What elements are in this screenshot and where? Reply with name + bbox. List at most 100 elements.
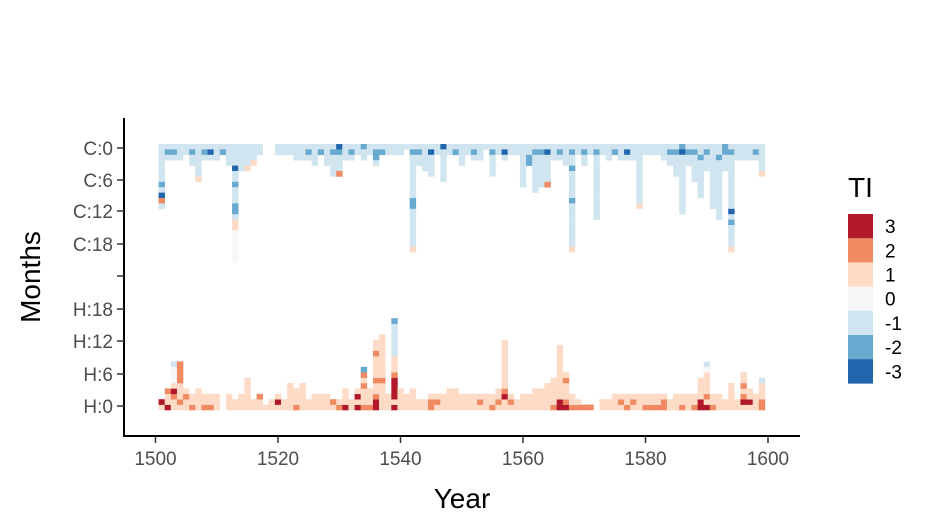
heatmap-tile-hot (703, 404, 711, 411)
heatmap-tile-hot (164, 399, 172, 405)
heatmap-tile-cold (464, 144, 472, 150)
heatmap-tile-hot (556, 377, 564, 384)
heatmap-tiles (158, 144, 766, 411)
heatmap-tile-cold (421, 144, 429, 150)
heatmap-tile-cold (360, 149, 368, 156)
heatmap-tile-hot (385, 404, 392, 411)
heatmap-tile-cold (532, 144, 539, 150)
heatmap-tile-hot (624, 399, 631, 405)
heatmap-tile-hot (330, 399, 337, 405)
heatmap-tile-hot (611, 399, 619, 405)
heatmap-tile-hot (581, 404, 588, 411)
heatmap-tile-cold (636, 176, 643, 183)
heatmap-tile-hot (697, 377, 704, 384)
heatmap-tile-cold (703, 144, 711, 150)
heatmap-tile-cold (409, 181, 417, 188)
heatmap-tile-cold (715, 165, 723, 172)
heatmap-tile-hot (213, 393, 221, 400)
heatmap-tile-cold (372, 149, 380, 156)
heatmap-tile-hot (501, 366, 508, 373)
heatmap-tile-hot (691, 399, 698, 405)
heatmap-tile-cold (440, 176, 447, 183)
heatmap-tile-cold (428, 171, 435, 177)
heatmap-tile-hot (372, 377, 380, 384)
heatmap-tile-hot (348, 404, 355, 411)
heatmap-tile-cold (715, 198, 723, 204)
heatmap-tile-cold (158, 154, 165, 161)
heatmap-tile-hot (366, 388, 374, 395)
heatmap-tile-cold (232, 246, 239, 253)
heatmap-tile-hot (452, 404, 459, 411)
heatmap-tile-cold (225, 144, 233, 150)
heatmap-tile-cold (330, 160, 337, 166)
heatmap-tile-hot (201, 404, 208, 411)
heatmap-tile-hot (697, 393, 704, 400)
heatmap-tile-cold (232, 165, 239, 172)
heatmap-tile-hot (550, 383, 557, 389)
heatmap-tile-hot (379, 334, 386, 341)
heatmap-tile-cold (232, 171, 239, 177)
heatmap-tile-cold (624, 144, 631, 150)
heatmap-tile-cold (305, 144, 312, 150)
heatmap-tile-hot (464, 393, 472, 400)
heatmap-tile-cold (599, 149, 606, 156)
heatmap-tile-cold (477, 144, 484, 150)
heatmap-tile-cold (232, 252, 239, 258)
heatmap-tile-hot (244, 404, 251, 411)
heatmap-tile-hot (489, 404, 496, 411)
heatmap-tile-cold (679, 192, 686, 199)
heatmap-tile-hot (391, 323, 398, 330)
heatmap-tile-cold (642, 144, 649, 150)
heatmap-tile-cold (740, 144, 747, 150)
heatmap-tile-cold (526, 149, 533, 156)
heatmap-tile-cold (189, 154, 196, 161)
heatmap-tile-cold (158, 149, 165, 156)
heatmap-tile-cold (538, 176, 545, 183)
heatmap-tile-cold (532, 149, 539, 156)
heatmap-tile-cold (244, 165, 251, 172)
heatmap-tile-cold (336, 149, 343, 156)
heatmap-tile-cold (415, 149, 423, 156)
heatmap-tile-hot (526, 404, 533, 411)
heatmap-tile-hot (287, 404, 294, 411)
heatmap-tile-hot (336, 399, 343, 405)
heatmap-tile-hot (715, 393, 723, 400)
heatmap-tile-cold (195, 144, 202, 150)
heatmap-tile-hot (673, 393, 680, 400)
heatmap-tile-hot (244, 393, 251, 400)
heatmap-tile-cold (470, 154, 478, 161)
heatmap-tile-cold (464, 149, 472, 156)
heatmap-tile-cold (715, 192, 723, 199)
heatmap-tile-cold (666, 160, 674, 166)
heatmap-tile-cold (409, 165, 417, 172)
heatmap-tile-hot (238, 393, 245, 400)
heatmap-tile-cold (532, 165, 539, 172)
heatmap-tile-cold (305, 154, 312, 161)
heatmap-tile-hot (379, 339, 386, 346)
heatmap-tile-cold (728, 219, 735, 226)
heatmap-tile-hot (642, 393, 649, 400)
heatmap-tile-cold (709, 198, 717, 204)
heatmap-tile-cold (654, 144, 662, 150)
heatmap-tile-cold (409, 198, 417, 204)
heatmap-tile-cold (593, 176, 600, 183)
heatmap-tile-cold (189, 144, 196, 150)
heatmap-tile-cold (538, 171, 545, 177)
heatmap-tile-hot (697, 383, 704, 389)
heatmap-tile-hot (446, 388, 453, 395)
heatmap-tile-cold (593, 214, 600, 220)
heatmap-tile-cold (360, 144, 368, 150)
heatmap-tile-hot (758, 383, 766, 389)
heatmap-tile-hot (428, 393, 435, 400)
heatmap-tile-cold (201, 149, 208, 156)
heatmap-tile-hot (440, 393, 447, 400)
heatmap-tile-hot (538, 399, 545, 405)
heatmap-tile-cold (568, 149, 576, 156)
heatmap-tile-cold (207, 154, 214, 161)
heatmap-tile-cold (568, 187, 576, 193)
heatmap-tile-cold (611, 149, 619, 156)
heatmap-tile-cold (550, 144, 557, 150)
heatmap-tile-cold (176, 149, 184, 156)
legend-key (848, 310, 873, 336)
heatmap-tile-hot (685, 399, 692, 405)
